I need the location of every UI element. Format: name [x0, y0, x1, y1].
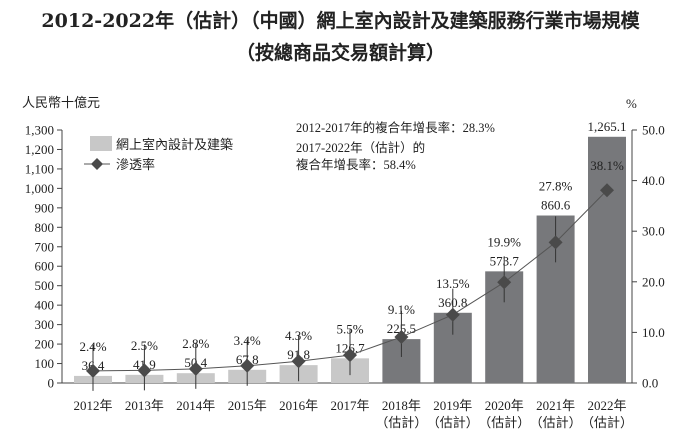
left-tick-label: 800 — [35, 220, 55, 235]
line-value-label: 27.8% — [539, 179, 573, 194]
line-value-label: 2.5% — [131, 338, 158, 353]
legend: 網上室內設計及建築 滲透率 — [84, 136, 233, 172]
x-tick-label: 2020年 — [485, 398, 524, 413]
line-marker — [394, 329, 409, 344]
right-tick-label: 0.0 — [642, 376, 658, 391]
left-tick-label: 300 — [35, 317, 55, 332]
left-tick-label: 1,000 — [25, 181, 54, 196]
left-tick-label: 900 — [35, 200, 55, 215]
right-tick-label: 10.0 — [642, 325, 665, 340]
x-tick-label: （估計） — [530, 415, 582, 430]
x-tick-label: 2014年 — [176, 398, 215, 413]
line-marker — [86, 363, 100, 378]
bar-value-label: 860.6 — [541, 198, 571, 213]
line-marker — [497, 275, 512, 290]
line-marker — [600, 183, 614, 198]
right-tick-label: 30.0 — [642, 224, 665, 239]
x-tick-label: 2018年 — [382, 398, 421, 413]
x-tick-label: 2017年 — [330, 398, 369, 413]
x-tick-label: （估計） — [375, 415, 427, 430]
x-tick-label: 2016年 — [279, 398, 318, 413]
x-tick-label: 2012年 — [73, 398, 112, 413]
bar-value-label: 1,265.1 — [588, 119, 627, 134]
x-tick-label: （估計） — [427, 415, 479, 430]
line-value-label: 4.3% — [285, 328, 312, 343]
line-value-label: 5.5% — [336, 321, 363, 336]
x-tick-label: 2019年 — [433, 398, 472, 413]
line-value-label: 13.5% — [436, 276, 470, 291]
annotation-cagr-1: 2012-2017年的複合年增長率：28.3% — [296, 120, 495, 135]
line-marker — [137, 363, 152, 378]
line-marker — [445, 307, 460, 322]
left-tick-label: 1,100 — [25, 161, 54, 176]
left-axis-label: 人民幣十億元 — [22, 95, 100, 110]
left-tick-label: 0 — [48, 376, 55, 391]
line-value-label: 3.4% — [234, 333, 261, 348]
left-tick-label: 400 — [35, 298, 55, 313]
legend-line-label: 滲透率 — [116, 157, 155, 172]
right-tick-label: 40.0 — [642, 173, 665, 188]
x-tick-label: （估計） — [581, 415, 633, 430]
chart-title-line2: （按總商品交易額計算） — [235, 42, 445, 64]
left-tick-label: 500 — [35, 278, 55, 293]
legend-bar-swatch — [90, 136, 112, 151]
left-tick-label: 600 — [35, 259, 55, 274]
chart-title-line1: 2012-2022年（估計）（中國）網上室內設計及建築服務行業市場規模 — [41, 10, 640, 32]
line-marker — [548, 235, 563, 250]
right-tick-label: 50.0 — [642, 123, 665, 138]
line-marker — [291, 354, 306, 369]
x-tick-label: （估計） — [478, 415, 530, 430]
left-tick-label: 200 — [35, 337, 55, 352]
left-tick-label: 700 — [35, 239, 55, 254]
line-value-label: 38.1% — [590, 158, 624, 173]
line-value-label: 2.4% — [79, 339, 106, 354]
annotation-cagr-2a: 2017-2022年（估計）的 — [296, 140, 425, 155]
legend-bar-label: 網上室內設計及建築 — [116, 137, 233, 152]
line-value-label: 9.1% — [388, 302, 415, 317]
x-tick-label: 2021年 — [536, 398, 575, 413]
right-tick-label: 20.0 — [642, 274, 665, 289]
line-marker — [343, 348, 357, 363]
x-tick-label: 2013年 — [125, 398, 164, 413]
legend-marker-icon — [91, 158, 103, 170]
x-tick-label: 2015年 — [228, 398, 267, 413]
line-marker — [240, 358, 255, 373]
line-marker — [188, 361, 203, 376]
right-axis-label: % — [626, 96, 637, 111]
annotation-cagr-2b: 複合年增長率：58.4% — [296, 157, 416, 172]
line-value-label: 2.8% — [182, 336, 209, 351]
left-tick-label: 1,200 — [25, 142, 54, 157]
left-tick-label: 1,300 — [25, 123, 54, 138]
bar — [588, 136, 626, 383]
line-value-label: 19.9% — [487, 234, 521, 249]
left-tick-label: 100 — [35, 356, 55, 371]
x-tick-label: 2022年 — [587, 398, 626, 413]
